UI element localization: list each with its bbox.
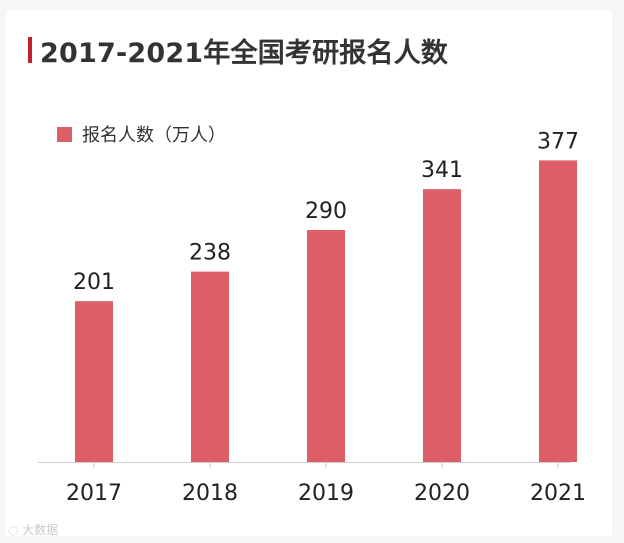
chart-title: 2017-2021年全国考研报名人数 [40, 38, 449, 69]
bar-2019 [307, 230, 345, 462]
title-accent-bar [28, 37, 32, 63]
x-tick-label-2019: 2019 [298, 481, 354, 506]
data-label-2017: 201 [73, 270, 115, 295]
legend: 报名人数（万人） [57, 121, 226, 147]
legend-swatch [57, 126, 72, 142]
bar-2021 [539, 160, 577, 462]
x-tick-label-2021: 2021 [530, 481, 586, 506]
bar-2018 [191, 271, 229, 462]
x-tick-label-2018: 2018 [182, 481, 238, 506]
watermark-icon: ◌ [8, 523, 23, 537]
bar-2020 [423, 189, 461, 462]
bar-2017 [75, 301, 113, 462]
data-label-2020: 341 [421, 158, 463, 183]
data-label-2021: 377 [537, 129, 579, 154]
watermark-text: 大数据 [22, 523, 59, 537]
legend-label: 报名人数（万人） [82, 125, 226, 146]
data-label-2019: 290 [305, 199, 347, 224]
x-tick-label-2020: 2020 [414, 481, 470, 506]
data-label-2018: 238 [189, 241, 231, 266]
watermark: ◌ 大数据 [8, 521, 58, 538]
x-tick-label-2017: 2017 [66, 481, 122, 506]
